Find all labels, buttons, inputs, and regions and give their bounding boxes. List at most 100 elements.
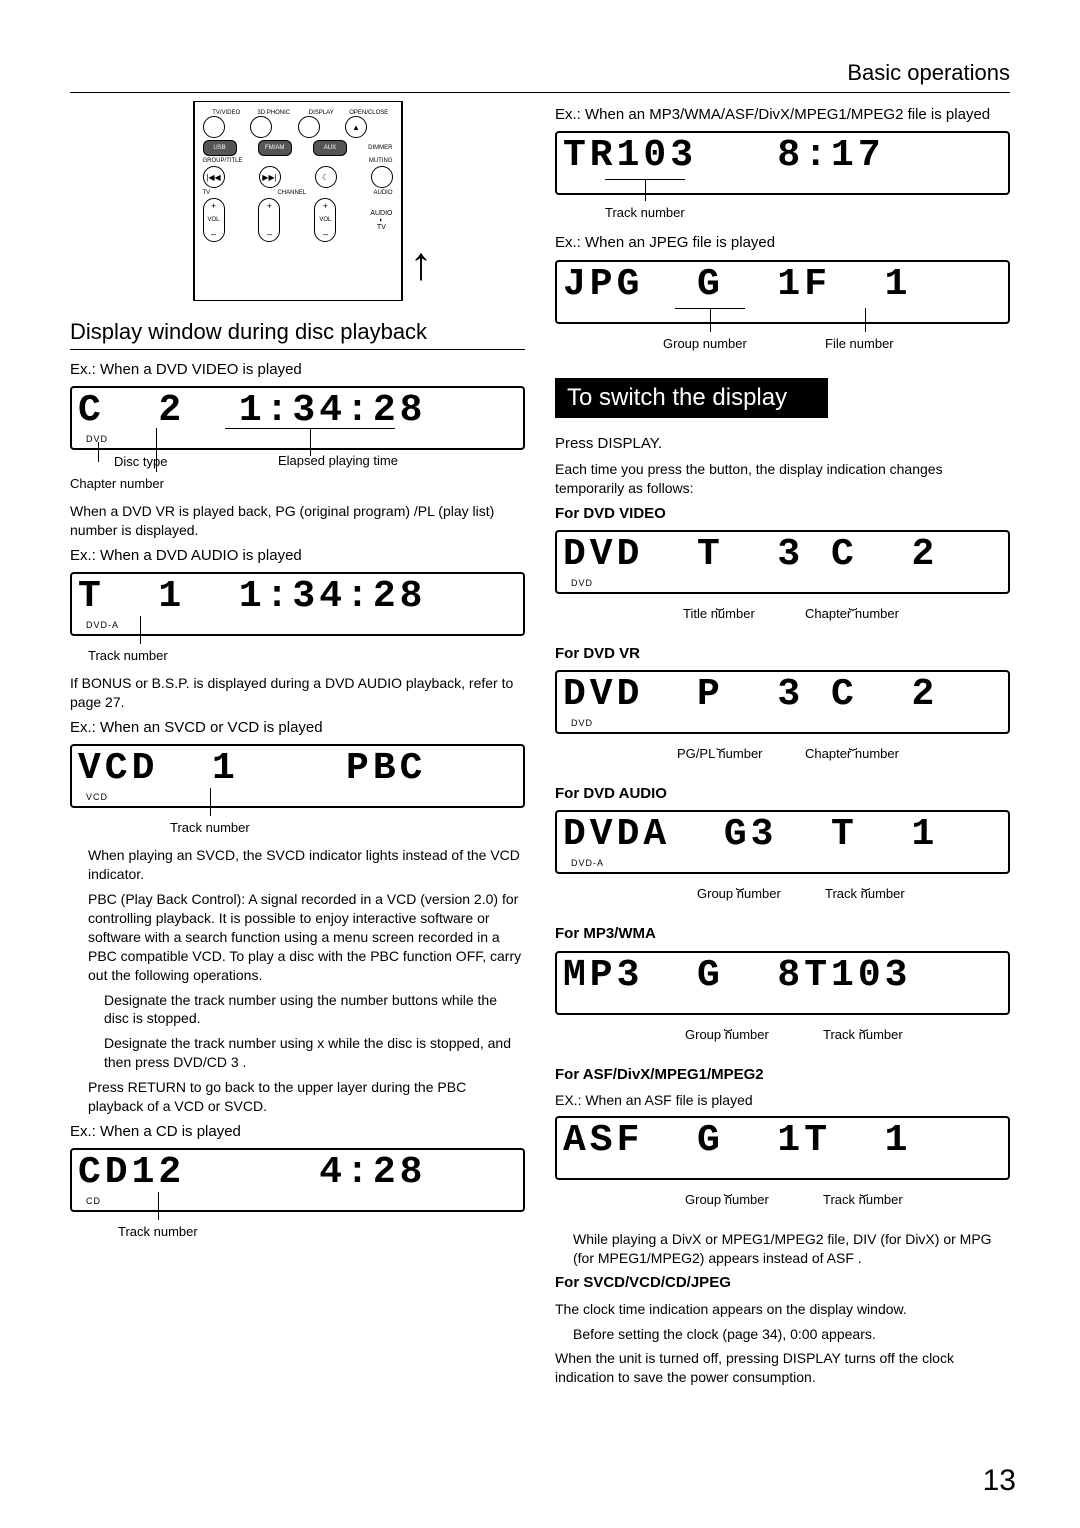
remote-label: GROUP/TITLE <box>203 158 243 164</box>
callout-label: Chapter number <box>805 746 899 761</box>
example-label: Ex.: When a DVD AUDIO is played <box>70 546 525 566</box>
left-heading: Display window during disc playback <box>70 319 525 350</box>
note: When a DVD VR is played back, PG (origin… <box>70 502 525 540</box>
remote-label: AUDIO <box>370 210 392 217</box>
bullet: Designate the track number using x while… <box>70 1034 525 1072</box>
callouts: Track number <box>70 812 525 840</box>
callouts: ⏟PG/PL number ⏟Chapter number <box>555 738 1010 778</box>
bullet: Designate the track number using the num… <box>70 991 525 1029</box>
callout-label: Track number <box>825 886 905 901</box>
display-tag: DVD <box>78 432 517 444</box>
display-text: VCD 1 PBC <box>78 750 517 790</box>
arrow-icon: ↑ <box>410 236 433 290</box>
display-tag: VCD <box>78 790 517 802</box>
callouts: Disc type Chapter number Elapsed playing… <box>70 454 525 496</box>
example-label: Ex.: When an MP3/WMA/ASF/DivX/MPEG1/MPEG… <box>555 105 1010 125</box>
format-label: For DVD AUDIO <box>555 784 1010 804</box>
callout-label: Track number <box>605 205 685 220</box>
display-text: T 1 1:34:28 <box>78 578 517 618</box>
display-tag: DVD <box>563 716 1002 728</box>
callout-label: Chapter number <box>805 606 899 621</box>
display-text: JPG G 1F 1 <box>563 266 1002 306</box>
remote-label: DIMMER <box>368 145 392 151</box>
display-text: DVD P 3 C 2 <box>563 676 1002 716</box>
instruction: Press DISPLAY. <box>555 434 1010 454</box>
callouts: Track number <box>555 199 1010 227</box>
display-text: DVDA G3 T 1 <box>563 816 1002 856</box>
note: The clock time indication appears on the… <box>555 1300 1010 1319</box>
display-text: MP3 G 8T103 <box>563 957 1002 997</box>
note: When playing an SVCD, the SVCD indicator… <box>70 846 525 884</box>
note: Each time you press the button, the disp… <box>555 460 1010 498</box>
example-label: Ex.: When an SVCD or VCD is played <box>70 718 525 738</box>
remote-btn: USB <box>203 140 237 156</box>
display-mp3: TR103 8:17 <box>555 131 1010 195</box>
note: While playing a DivX or MPEG1/MPEG2 file… <box>555 1230 1010 1268</box>
display-text: TR103 8:17 <box>563 137 1002 177</box>
remote-btn: AUX <box>313 140 347 156</box>
remote-label: DISPLAY <box>298 110 346 116</box>
remote-btn: FM/AM <box>258 140 292 156</box>
display-switch-mp3: MP3 G 8T103 <box>555 951 1010 1015</box>
display-text: C 2 1:34:28 <box>78 392 517 432</box>
callout-label: Track number <box>170 820 250 835</box>
display-text: CD12 4:28 <box>78 1154 517 1194</box>
callout-label: Track number <box>88 648 168 663</box>
callouts: ⏟Group number ⏟Track number <box>555 1184 1010 1224</box>
example-label: Ex.: When a CD is played <box>70 1122 525 1142</box>
callout-label: Group number <box>685 1192 769 1207</box>
format-label: For DVD VR <box>555 644 1010 664</box>
note: Before setting the clock (page 34), 0:00… <box>555 1325 1010 1344</box>
remote-label: TV <box>377 224 386 231</box>
display-tag: DVD-A <box>563 856 1002 868</box>
display-tag: CD <box>78 1194 517 1206</box>
callouts: Track number <box>70 640 525 668</box>
callout-label: Track number <box>823 1027 903 1042</box>
callout-label: Group number <box>697 886 781 901</box>
example-label: Ex.: When a DVD VIDEO is played <box>70 360 525 380</box>
format-label: For MP3/WMA <box>555 924 1010 944</box>
switch-display-heading: To switch the display <box>555 378 828 418</box>
note: If BONUS or B.S.P. is displayed during a… <box>70 674 525 712</box>
callouts: Track number <box>70 1216 525 1244</box>
display-cd: CD12 4:28 CD <box>70 1148 525 1212</box>
display-switch-dvd: DVD T 3 C 2 DVD <box>555 530 1010 594</box>
callout-label: Elapsed playing time <box>278 454 398 468</box>
remote-label: TV <box>203 190 211 196</box>
page-number: 13 <box>983 1464 1016 1498</box>
display-tag: DVD <box>563 576 1002 588</box>
remote-label: CHANNEL <box>277 190 306 196</box>
remote-diagram: TV/VIDEO 3D PHONIC DISPLAY OPEN/CLOSE▲ U… <box>193 101 403 301</box>
display-text: DVD T 3 C 2 <box>563 536 1002 576</box>
callouts: ⏟Title number ⏟Chapter number <box>555 598 1010 638</box>
display-dvd-video: C 2 1:34:28 DVD <box>70 386 525 450</box>
remote-label: 3D PHONIC <box>250 110 298 116</box>
remote-label: TV/VIDEO <box>203 110 251 116</box>
display-switch-asf: ASF G 1T 1 <box>555 1116 1010 1180</box>
example-label: Ex.: When an JPEG file is played <box>555 233 1010 253</box>
format-label: For DVD VIDEO <box>555 504 1010 524</box>
callout-label: File number <box>825 336 894 351</box>
display-switch-dvda: DVDA G3 T 1 DVD-A <box>555 810 1010 874</box>
format-label: For SVCD/VCD/CD/JPEG <box>555 1273 1010 1293</box>
display-vcd: VCD 1 PBC VCD <box>70 744 525 808</box>
display-tag: DVD-A <box>78 618 517 630</box>
callout-label: Track number <box>118 1224 198 1239</box>
note: PBC (Play Back Control): A signal record… <box>70 890 525 984</box>
right-column: Ex.: When an MP3/WMA/ASF/DivX/MPEG1/MPEG… <box>555 101 1010 1393</box>
display-text: ASF G 1T 1 <box>563 1122 1002 1162</box>
display-switch-dvdvr: DVD P 3 C 2 DVD <box>555 670 1010 734</box>
callouts: ⏟Group number ⏟Track number <box>555 1019 1010 1059</box>
callout-label: Group number <box>663 336 747 351</box>
remote-label: OPEN/CLOSE <box>345 110 393 116</box>
remote-label: VOL <box>207 217 219 223</box>
callouts: Group number File number <box>555 328 1010 360</box>
display-jpeg: JPG G 1F 1 <box>555 260 1010 324</box>
callout-label: Title number <box>683 606 755 621</box>
display-dvd-audio: T 1 1:34:28 DVD-A <box>70 572 525 636</box>
callout-label: Disc type <box>114 454 167 469</box>
remote-label: VOL <box>319 217 331 223</box>
callout-label: Track number <box>823 1192 903 1207</box>
note: When the unit is turned off, pressing DI… <box>555 1349 1010 1387</box>
callout-label: Group number <box>685 1027 769 1042</box>
